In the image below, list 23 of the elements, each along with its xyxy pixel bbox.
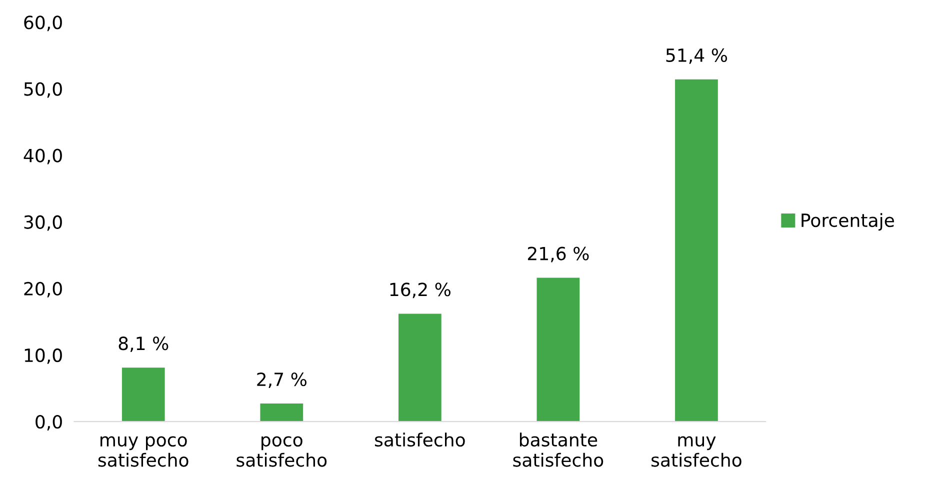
y-tick-label: 20,0 — [24, 282, 62, 298]
y-tick-label: 40,0 — [24, 148, 62, 164]
y-tick-label: 10,0 — [24, 348, 62, 364]
y-tick-label: 0,0 — [36, 414, 62, 430]
x-tick-label: muy poco satisfecho — [98, 436, 188, 467]
data-label: 2,7 % — [257, 372, 306, 388]
legend-label: Porcentaje — [802, 213, 894, 231]
y-tick-label: 30,0 — [24, 215, 62, 231]
data-label: 21,6 % — [528, 246, 589, 262]
bar — [122, 368, 165, 422]
x-tick-label: muy satisfecho — [652, 436, 742, 467]
data-label: 16,2 % — [390, 282, 450, 298]
x-tick-label: satisfecho — [374, 432, 465, 447]
data-label: 51,4 % — [666, 48, 728, 64]
x-tick-label: poco satisfecho — [236, 436, 327, 467]
y-tick-label: 60,0 — [24, 16, 62, 32]
bar — [675, 79, 718, 422]
data-label: 8,1 % — [118, 336, 168, 352]
y-tick-label: 50,0 — [24, 82, 62, 98]
bar — [398, 314, 442, 422]
bar — [260, 404, 304, 422]
x-tick-label: bastante satisfecho — [513, 432, 604, 467]
bar — [536, 278, 580, 422]
